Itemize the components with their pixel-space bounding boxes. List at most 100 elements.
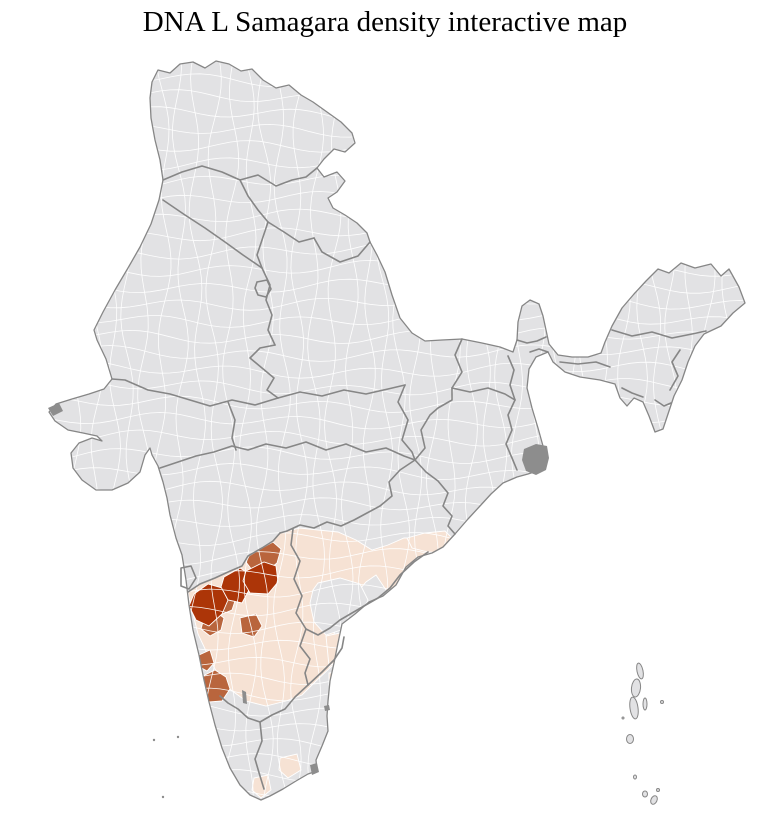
india-outline — [48, 60, 746, 801]
district-border-line — [647, 61, 665, 800]
state-border-line — [256, 221, 269, 269]
island[interactable] — [176, 735, 180, 739]
district-border-line — [49, 752, 745, 770]
island[interactable] — [635, 662, 644, 680]
state-border-line — [254, 721, 265, 790]
district-border-line — [715, 61, 733, 800]
state-border-line — [180, 565, 197, 590]
page-title: DNA L Samagara density interactive map — [142, 6, 628, 38]
island[interactable] — [152, 738, 156, 742]
state-border-line — [159, 441, 416, 469]
state-border-line — [162, 165, 318, 187]
point-calimere-patch — [310, 763, 319, 775]
state-border-line — [249, 344, 279, 399]
state-border-line — [669, 349, 681, 391]
district-border-line — [49, 650, 745, 668]
state-border-line — [505, 399, 518, 471]
island[interactable] — [629, 696, 640, 720]
state-border-line — [277, 384, 406, 399]
district-border-line — [562, 61, 580, 800]
island[interactable] — [630, 678, 642, 698]
state-border-line — [239, 179, 269, 223]
island[interactable] — [656, 788, 660, 792]
dark-features — [48, 403, 549, 775]
district-border-line — [52, 61, 70, 800]
district-border-line — [239, 61, 257, 800]
island[interactable] — [649, 795, 658, 806]
lakshadweep-islands — [152, 735, 180, 799]
district-border-line — [49, 599, 745, 617]
district-border-line — [613, 61, 631, 800]
district-border-line — [49, 684, 745, 702]
district-border-line — [545, 61, 563, 800]
district-border-line — [49, 123, 745, 141]
district-border-line — [307, 61, 325, 800]
district-border-line — [49, 616, 745, 634]
district-border-line — [750, 58, 767, 808]
sundarbans-delta — [522, 444, 549, 475]
district-border-line — [49, 633, 745, 651]
state-border-line — [516, 336, 547, 344]
state-border-line — [111, 378, 279, 407]
district-border-line — [49, 208, 745, 226]
district-border-line — [49, 89, 745, 107]
state-border-line — [313, 237, 371, 263]
district-border-line — [49, 361, 745, 379]
district-border-line — [49, 327, 745, 345]
state-border-line — [227, 401, 237, 451]
island[interactable] — [161, 795, 165, 799]
state-border-line — [654, 399, 672, 407]
district-border-line — [49, 61, 745, 72]
district-border-line — [579, 61, 597, 800]
pondicherry-patch — [324, 705, 330, 711]
state-border-line — [162, 199, 263, 269]
district-border-line — [596, 61, 614, 800]
district-border-line — [205, 61, 223, 800]
state-border-line — [414, 387, 453, 461]
district-border-line — [698, 61, 716, 800]
island[interactable] — [633, 774, 637, 780]
district-border-line — [49, 157, 745, 175]
district-border-line — [49, 718, 745, 736]
district-border-line — [49, 106, 745, 124]
state-border-line — [451, 387, 516, 401]
state-border-line — [507, 355, 516, 401]
state-borders — [111, 165, 707, 790]
district-border-line — [49, 701, 745, 719]
district-border-line — [49, 769, 745, 787]
state-border-line — [611, 329, 707, 339]
district-border-line — [290, 61, 308, 800]
island[interactable] — [642, 790, 648, 798]
district-border-line — [49, 667, 745, 685]
district-border-line — [49, 72, 745, 90]
district-border-line — [49, 191, 745, 209]
district-border-line — [49, 344, 745, 362]
island[interactable] — [642, 697, 648, 711]
state-border-line — [621, 387, 644, 398]
vembanad-patch — [242, 690, 247, 704]
kutch-tip — [48, 403, 63, 416]
district-border-line — [49, 378, 745, 396]
district-border-line — [664, 61, 682, 800]
state-border-line — [279, 459, 416, 534]
district-border-line — [273, 61, 291, 800]
state-border-line — [267, 221, 315, 243]
district-border-line — [49, 582, 745, 600]
island[interactable] — [660, 700, 664, 704]
andaman-nicobar-islands — [621, 662, 664, 806]
island[interactable] — [626, 734, 634, 744]
district-density-high[interactable] — [220, 567, 251, 604]
island[interactable] — [621, 716, 625, 720]
district-density-low[interactable] — [251, 774, 272, 799]
state-border-line — [254, 279, 272, 298]
state-border-line — [559, 361, 611, 368]
state-border-line — [529, 348, 549, 353]
district-border-line — [222, 61, 240, 800]
district-border-line — [49, 735, 745, 752]
state-border-line — [451, 338, 463, 389]
state-border-line — [414, 459, 456, 535]
district-border-line — [49, 140, 745, 158]
state-border-line — [397, 384, 416, 461]
state-border-line — [187, 532, 281, 593]
